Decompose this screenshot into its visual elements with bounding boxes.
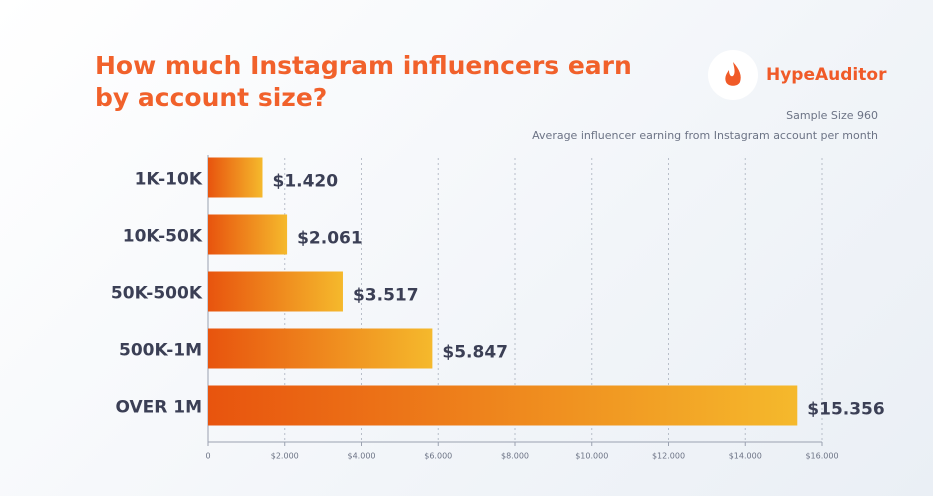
- category-label: 500K-1M: [119, 341, 202, 361]
- x-tick-label: $2.000: [271, 452, 299, 461]
- bar: [208, 385, 798, 426]
- value-label: $1.420: [272, 172, 338, 192]
- bar: [208, 214, 288, 255]
- bar: [208, 271, 343, 312]
- x-tick-label: 0: [205, 452, 210, 461]
- x-tick-label: $6.000: [424, 452, 452, 461]
- x-tick-label: $10.000: [575, 452, 608, 461]
- category-label: 50K-500K: [111, 284, 203, 304]
- value-label: $3.517: [353, 286, 419, 306]
- x-tick-label: $4.000: [348, 452, 376, 461]
- x-tick-label: $14.000: [729, 452, 762, 461]
- subtitle: Sample Size 960: [786, 109, 878, 122]
- category-label: OVER 1M: [115, 398, 202, 418]
- note: Average influencer earning from Instagra…: [532, 129, 878, 142]
- logo: [708, 50, 758, 100]
- chart-title: How much Instagram influencers earn by a…: [95, 51, 632, 112]
- value-label: $5.847: [442, 343, 508, 363]
- bar: [208, 328, 433, 369]
- x-tick-label: $12.000: [652, 452, 685, 461]
- x-tick-label: $16.000: [805, 452, 838, 461]
- value-label: $15.356: [807, 400, 884, 420]
- bar: [208, 157, 263, 198]
- brand: HypeAuditor: [766, 65, 887, 85]
- category-label: 10K-50K: [123, 227, 203, 247]
- x-tick-label: $8.000: [501, 452, 529, 461]
- value-label: $2.061: [297, 229, 363, 249]
- category-label: 1K-10K: [135, 170, 203, 190]
